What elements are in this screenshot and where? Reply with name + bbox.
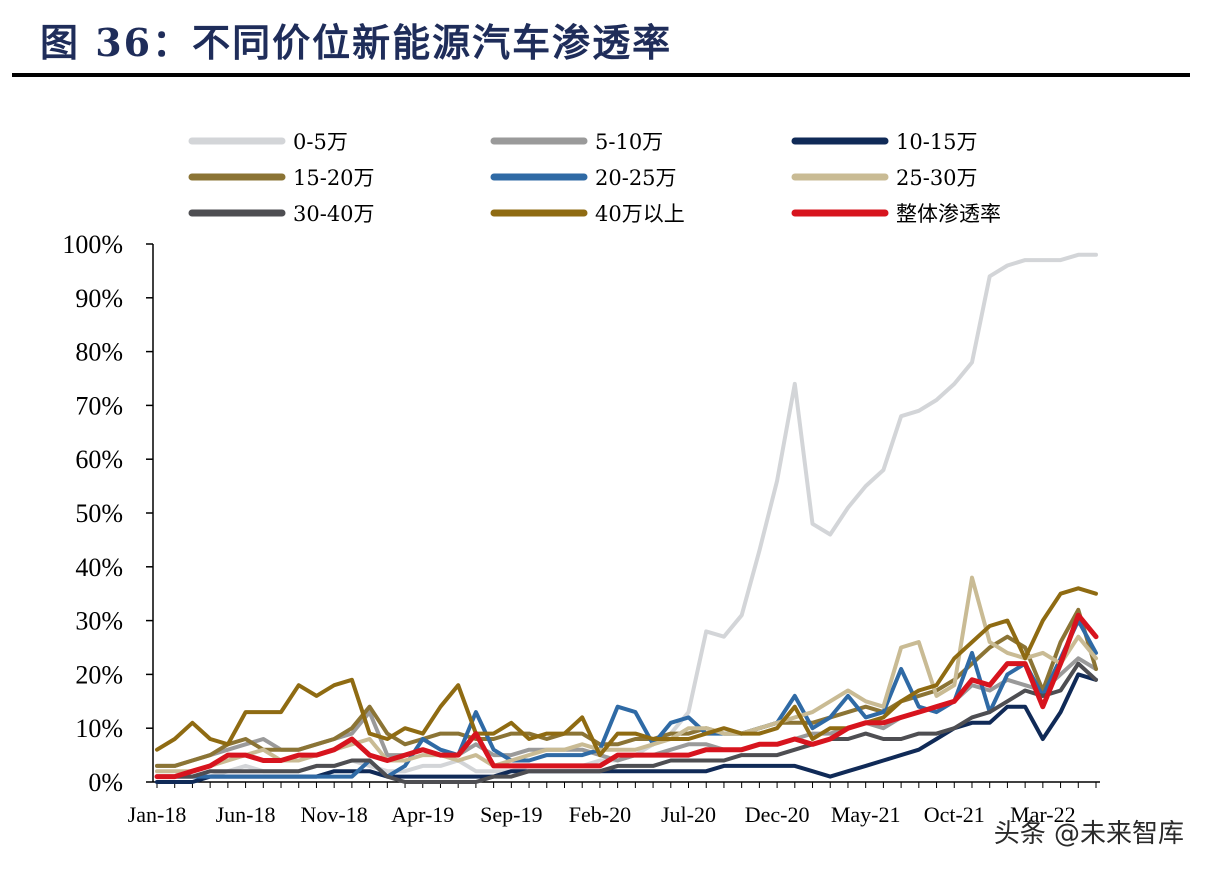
x-tick-label: Mar-22 — [1010, 802, 1076, 827]
series-line-4 — [155, 618, 1098, 779]
x-tick-label: Oct-21 — [924, 802, 985, 827]
y-tick-label: 20% — [75, 660, 123, 689]
legend-label-7: 40万以上 — [595, 202, 685, 226]
watermark: 头条 @未来智库 — [993, 819, 1184, 849]
y-tick-label: 30% — [75, 607, 123, 636]
x-tick-label: Dec-20 — [745, 802, 810, 827]
series-line-3 — [155, 607, 1098, 768]
x-tick-label: Feb-20 — [569, 802, 631, 827]
y-tick-label: 10% — [75, 714, 123, 743]
y-tick-label: 70% — [75, 391, 123, 420]
x-tick-label: Sep-19 — [480, 802, 542, 827]
x-tick-label: Jul-20 — [661, 802, 716, 827]
page-title: 图 36：不同价位新能源汽车渗透率 — [40, 20, 673, 65]
x-tick-label: Apr-19 — [391, 802, 454, 827]
series-line-6 — [155, 661, 1098, 784]
legend-label-6: 30-40万 — [293, 202, 375, 226]
legend-label-5: 25-30万 — [896, 166, 978, 190]
title-rule — [12, 73, 1190, 77]
x-tick-label: Nov-18 — [301, 802, 368, 827]
y-tick-label: 90% — [75, 284, 123, 313]
y-tick-label: 50% — [75, 499, 123, 528]
legend-label-0: 0-5万 — [293, 130, 348, 154]
y-tick-label: 100% — [62, 230, 123, 259]
y-tick-label: 60% — [75, 445, 123, 474]
y-tick-label: 0% — [88, 768, 123, 797]
legend-label-4: 20-25万 — [595, 166, 677, 190]
legend-label-2: 10-15万 — [896, 130, 978, 154]
series-line-8 — [154, 612, 1099, 780]
x-tick-label: Jan-18 — [128, 802, 187, 827]
y-tick-label: 80% — [75, 338, 123, 367]
x-tick-label: May-21 — [831, 802, 901, 827]
legend-label-3: 15-20万 — [293, 166, 375, 190]
x-tick-label: Jun-18 — [216, 802, 276, 827]
series-line-7 — [155, 586, 1098, 758]
legend-label-1: 5-10万 — [595, 130, 663, 154]
y-tick-label: 40% — [75, 553, 123, 582]
legend-label-8: 整体渗透率 — [896, 202, 1001, 226]
